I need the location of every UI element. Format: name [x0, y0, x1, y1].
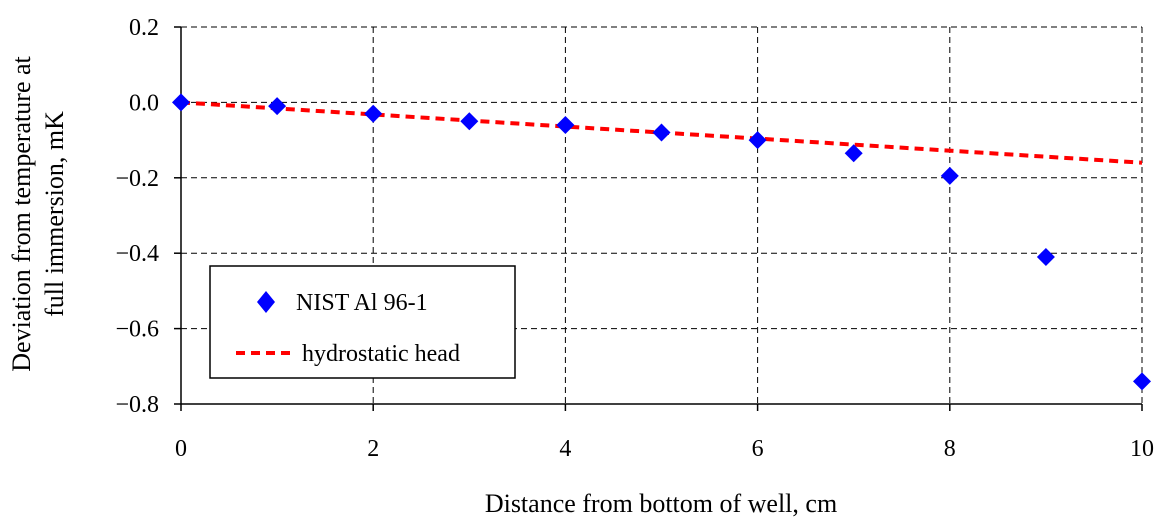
x-tick-labels: 0 2 4 6 8 10: [175, 436, 1154, 462]
legend-label-nist-al-96-1: NIST Al 96-1: [296, 290, 428, 316]
y-tick-label: 0.0: [129, 90, 159, 116]
data-point: [1036, 247, 1055, 266]
y-tick-label: 0.2: [129, 15, 159, 41]
x-tick-label: 10: [1130, 436, 1154, 462]
grid: [181, 26, 1143, 404]
data-point: [844, 144, 863, 163]
x-tick-label: 4: [559, 436, 571, 462]
x-tick-label: 6: [752, 436, 764, 462]
data-point: [268, 97, 287, 116]
y-tick-label: −0.2: [115, 166, 159, 192]
data-point: [940, 166, 959, 185]
data-point: [1133, 372, 1151, 391]
legend-marker-diamond: [257, 291, 275, 313]
y-axis-title-line-1: Deviation from temperature at: [7, 55, 36, 371]
y-tick-label: −0.8: [115, 392, 159, 418]
data-point: [748, 131, 767, 150]
y-tick-labels: 0.2 0.0 −0.2 −0.4 −0.6 −0.8: [115, 15, 159, 418]
data-point: [364, 104, 383, 123]
data-point: [172, 93, 190, 112]
data-point: [460, 112, 479, 131]
data-point: [652, 123, 671, 142]
legend-label-hydrostatic-head: hydrostatic head: [302, 341, 460, 367]
y-axis-title-line-2: full immersion, mK: [40, 111, 69, 317]
x-tick-label: 8: [944, 436, 956, 462]
x-axis-title: Distance from bottom of well, cm: [485, 489, 837, 518]
legend-box: [209, 265, 516, 379]
axes: [174, 26, 1143, 411]
series-nist-al-96-1: [172, 93, 1151, 391]
x-tick-label: 0: [175, 436, 187, 462]
data-point: [556, 116, 575, 135]
y-tick-label: −0.4: [115, 241, 159, 267]
x-tick-label: 2: [367, 436, 379, 462]
legend: NIST Al 96-1 hydrostatic head: [209, 265, 516, 379]
y-tick-label: −0.6: [115, 317, 159, 343]
